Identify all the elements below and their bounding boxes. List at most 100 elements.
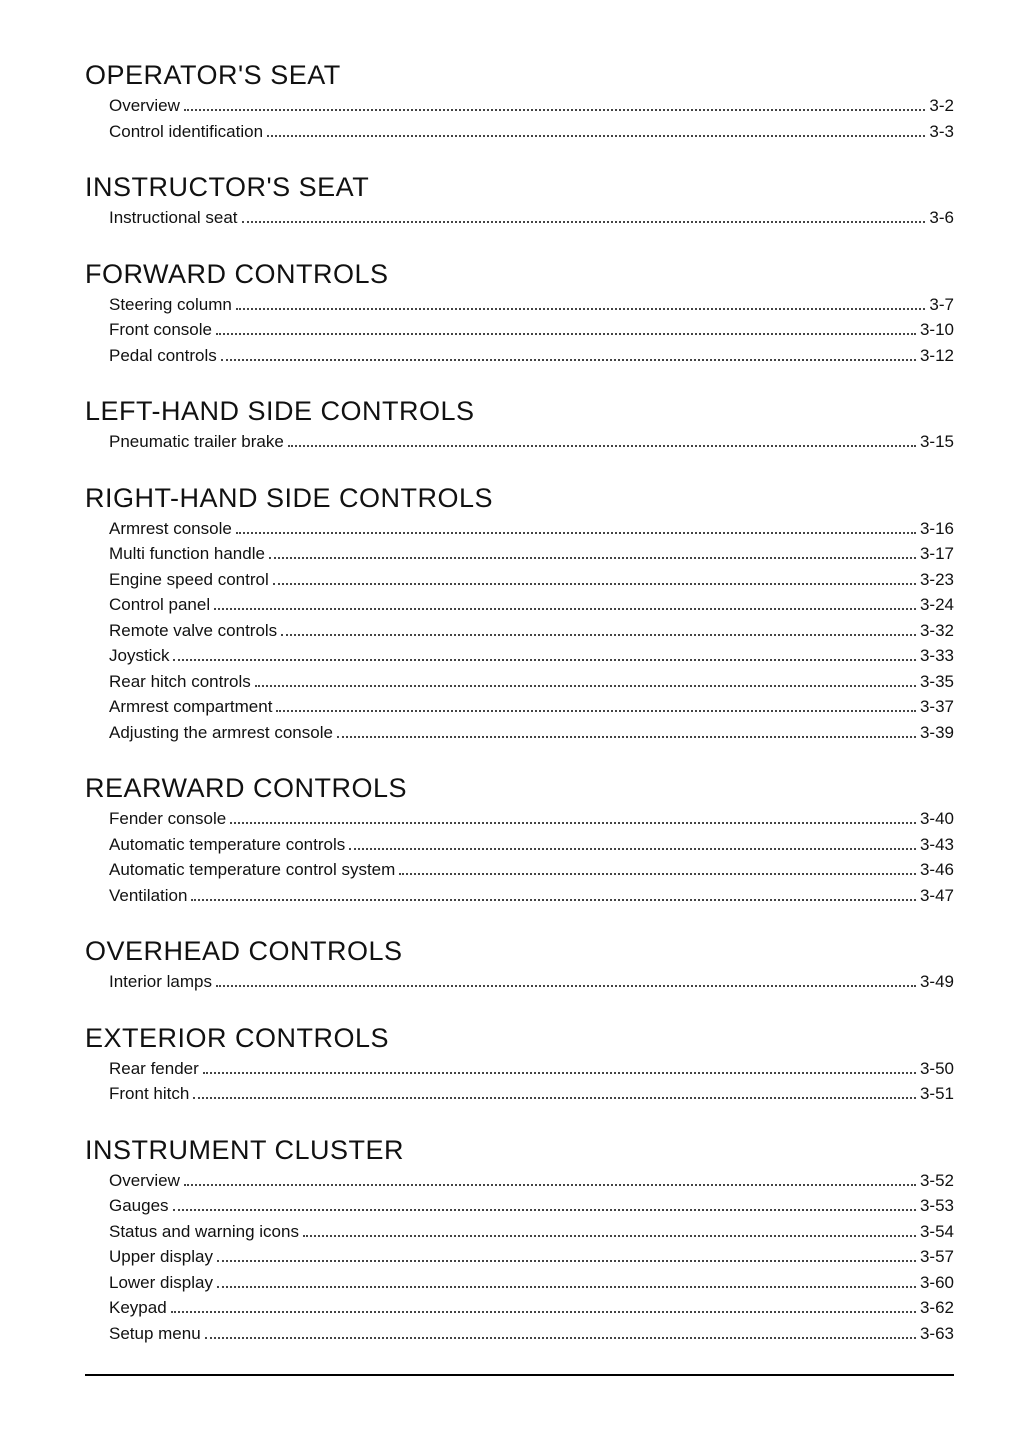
toc-page-number: 3-43 xyxy=(920,832,954,858)
toc-line: Interior lamps3-49 xyxy=(85,969,954,995)
toc-line: Automatic temperature controls 3-43 xyxy=(85,832,954,858)
toc-leader-dots xyxy=(205,1323,916,1339)
toc-label: Gauges xyxy=(109,1193,169,1219)
toc-line: Armrest compartment3-37 xyxy=(85,694,954,720)
toc-page-number: 3-2 xyxy=(929,93,954,119)
toc-label: Overview xyxy=(109,1168,180,1194)
toc-page-number: 3-54 xyxy=(920,1219,954,1245)
toc-page-number: 3-63 xyxy=(920,1321,954,1347)
toc-page-number: 3-15 xyxy=(920,429,954,455)
toc-line: Engine speed control3-23 xyxy=(85,567,954,593)
toc-leader-dots xyxy=(399,859,916,875)
toc-leader-dots xyxy=(349,834,916,850)
toc-leader-dots xyxy=(221,345,916,361)
toc-page-number: 3-6 xyxy=(929,205,954,231)
toc-line: Instructional seat 3-6 xyxy=(85,205,954,231)
toc-line: Automatic temperature control system 3-46 xyxy=(85,857,954,883)
toc-leader-dots xyxy=(267,121,925,137)
toc-label: Status and warning icons xyxy=(109,1219,299,1245)
toc-line: Multi function handle3-17 xyxy=(85,541,954,567)
toc-page-number: 3-32 xyxy=(920,618,954,644)
toc-section: OPERATOR'S SEATOverview3-2Control identi… xyxy=(85,60,954,144)
toc-label: Control identification xyxy=(109,119,263,145)
toc-label: Multi function handle xyxy=(109,541,265,567)
toc-page-number: 3-16 xyxy=(920,516,954,542)
toc-section: INSTRUCTOR'S SEATInstructional seat3-6 xyxy=(85,172,954,231)
toc-line: Remote valve controls3-32 xyxy=(85,618,954,644)
toc-page-number: 3-40 xyxy=(920,806,954,832)
toc-leader-dots xyxy=(217,1246,916,1262)
toc-line: Overview 3-2 xyxy=(85,93,954,119)
toc-section: INSTRUMENT CLUSTEROverview 3-52 Gauges 3-53… xyxy=(85,1135,954,1347)
toc-line: Adjusting the armrest console3-39 xyxy=(85,720,954,746)
toc-leader-dots xyxy=(171,1297,916,1313)
toc-label: Automatic temperature control system xyxy=(109,857,395,883)
toc-leader-dots xyxy=(203,1058,916,1074)
section-title: REARWARD CONTROLS xyxy=(85,773,954,804)
toc-line: Overview 3-52 xyxy=(85,1168,954,1194)
toc-label: Front hitch xyxy=(109,1081,189,1107)
toc-leader-dots xyxy=(184,1170,916,1186)
toc-leader-dots xyxy=(214,594,916,610)
toc-page-number: 3-24 xyxy=(920,592,954,618)
toc-leader-dots xyxy=(255,671,916,687)
toc-label: Rear hitch controls xyxy=(109,669,251,695)
toc-page-number: 3-35 xyxy=(920,669,954,695)
section-title: INSTRUMENT CLUSTER xyxy=(85,1135,954,1166)
toc-label: Overview xyxy=(109,93,180,119)
toc-label: Upper display xyxy=(109,1244,213,1270)
toc-page-number: 3-12 xyxy=(920,343,954,369)
toc-page-number: 3-53 xyxy=(920,1193,954,1219)
toc-page-number: 3-47 xyxy=(920,883,954,909)
toc-page-number: 3-52 xyxy=(920,1168,954,1194)
toc-label: Lower display xyxy=(109,1270,213,1296)
toc-label: Front console xyxy=(109,317,212,343)
toc-label: Control panel xyxy=(109,592,210,618)
footer-rule xyxy=(85,1374,954,1376)
toc-leader-dots xyxy=(173,1195,916,1211)
toc-section: REARWARD CONTROLSFender console3-40Autom… xyxy=(85,773,954,908)
toc-leader-dots xyxy=(230,808,916,824)
toc-leader-dots xyxy=(173,645,916,661)
toc-page-number: 3-46 xyxy=(920,857,954,883)
toc-leader-dots xyxy=(216,319,916,335)
toc-page-number: 3-10 xyxy=(920,317,954,343)
toc-line: Control identification3-3 xyxy=(85,119,954,145)
toc-leader-dots xyxy=(191,885,916,901)
toc-page: OPERATOR'S SEATOverview3-2Control identi… xyxy=(0,0,1024,1416)
toc-leader-dots xyxy=(288,431,916,447)
toc-line: Pneumatic trailer brake3-15 xyxy=(85,429,954,455)
toc-page-number: 3-50 xyxy=(920,1056,954,1082)
toc-label: Setup menu xyxy=(109,1321,201,1347)
section-title: OVERHEAD CONTROLS xyxy=(85,936,954,967)
toc-label: Steering column xyxy=(109,292,232,318)
toc-line: Upper display3-57 xyxy=(85,1244,954,1270)
toc-page-number: 3-7 xyxy=(929,292,954,318)
toc-line: Status and warning icons 3-54 xyxy=(85,1219,954,1245)
toc-leader-dots xyxy=(216,971,916,987)
toc-page-number: 3-51 xyxy=(920,1081,954,1107)
toc-label: Automatic temperature controls xyxy=(109,832,345,858)
toc-leader-dots xyxy=(303,1221,916,1237)
toc-page-number: 3-39 xyxy=(920,720,954,746)
toc-line: Joystick3-33 xyxy=(85,643,954,669)
toc-label: Armrest compartment xyxy=(109,694,272,720)
toc-leader-dots xyxy=(236,294,926,310)
toc-line: Rear fender3-50 xyxy=(85,1056,954,1082)
toc-section: OVERHEAD CONTROLSInterior lamps3-49 xyxy=(85,936,954,995)
toc-label: Joystick xyxy=(109,643,169,669)
toc-leader-dots xyxy=(337,722,916,738)
toc-page-number: 3-60 xyxy=(920,1270,954,1296)
toc-label: Engine speed control xyxy=(109,567,269,593)
toc-label: Instructional seat xyxy=(109,205,238,231)
toc-page-number: 3-62 xyxy=(920,1295,954,1321)
toc-line: Gauges 3-53 xyxy=(85,1193,954,1219)
toc-label: Keypad xyxy=(109,1295,167,1321)
toc-label: Fender console xyxy=(109,806,226,832)
toc-line: Armrest console3-16 xyxy=(85,516,954,542)
toc-leader-dots xyxy=(217,1272,916,1288)
toc-leader-dots xyxy=(281,620,916,636)
toc-label: Pedal controls xyxy=(109,343,217,369)
toc-leader-dots xyxy=(273,569,916,585)
toc-line: Fender console 3-40 xyxy=(85,806,954,832)
